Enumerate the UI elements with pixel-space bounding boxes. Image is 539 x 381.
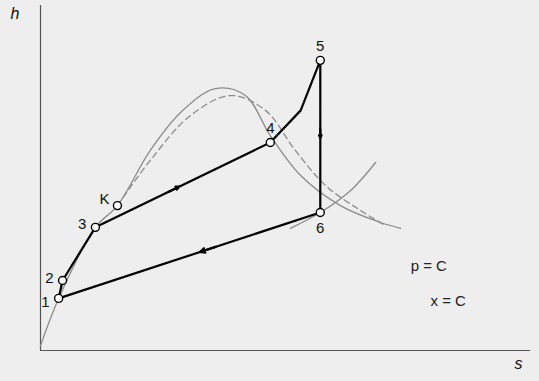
svg-text:h: h	[11, 5, 20, 22]
svg-text:3: 3	[78, 215, 86, 232]
svg-text:s: s	[515, 355, 523, 372]
svg-text:6: 6	[316, 219, 324, 236]
svg-text:5: 5	[316, 37, 324, 54]
svg-text:1: 1	[41, 293, 49, 310]
svg-text:p = C: p = C	[411, 257, 447, 274]
svg-text:K: K	[99, 190, 109, 207]
svg-text:x = C: x = C	[430, 292, 466, 309]
svg-text:2: 2	[45, 269, 53, 286]
svg-text:4: 4	[266, 119, 274, 136]
